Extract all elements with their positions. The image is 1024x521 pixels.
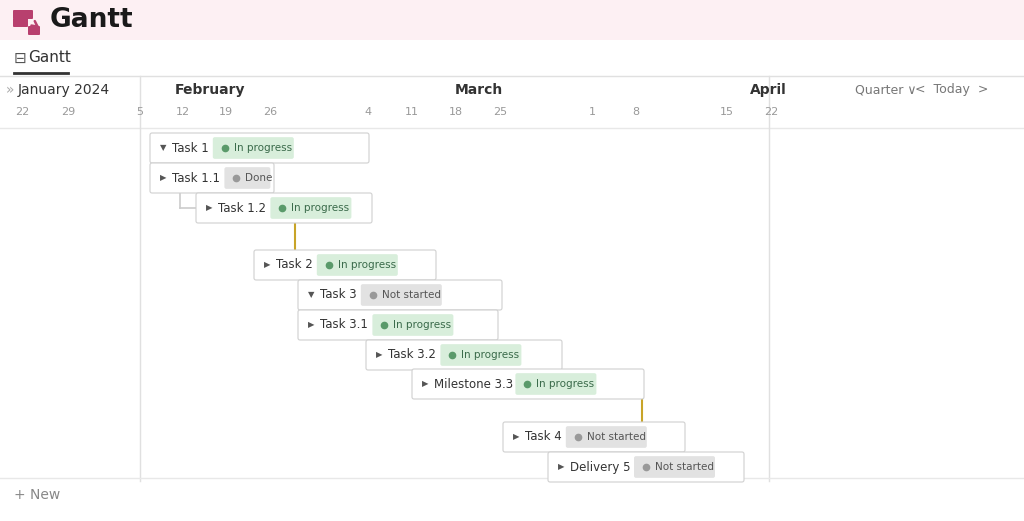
FancyBboxPatch shape xyxy=(150,133,369,163)
FancyBboxPatch shape xyxy=(360,284,441,306)
Bar xyxy=(0,0,1024,40)
FancyBboxPatch shape xyxy=(412,369,644,399)
Text: ▶: ▶ xyxy=(160,173,167,182)
FancyBboxPatch shape xyxy=(13,10,33,19)
Text: ⊟: ⊟ xyxy=(14,51,27,66)
Text: 22: 22 xyxy=(15,107,29,117)
Text: 12: 12 xyxy=(176,107,190,117)
Text: ▶: ▶ xyxy=(422,379,428,389)
Text: 22: 22 xyxy=(764,107,778,117)
Text: Task 3.1: Task 3.1 xyxy=(319,318,368,331)
Text: In progress: In progress xyxy=(292,203,349,213)
FancyBboxPatch shape xyxy=(224,167,270,189)
Text: 8: 8 xyxy=(633,107,640,117)
Text: ▼: ▼ xyxy=(160,143,167,153)
Text: Done: Done xyxy=(246,173,272,183)
Text: Not started: Not started xyxy=(382,290,440,300)
Text: In progress: In progress xyxy=(537,379,595,389)
Text: 11: 11 xyxy=(406,107,419,117)
Text: In progress: In progress xyxy=(233,143,292,153)
Text: January 2024: January 2024 xyxy=(18,83,111,97)
Text: 18: 18 xyxy=(449,107,463,117)
Text: ▶: ▶ xyxy=(558,463,564,472)
Text: ▶: ▶ xyxy=(264,260,270,269)
Text: Task 3: Task 3 xyxy=(319,289,356,302)
Text: ▶: ▶ xyxy=(308,320,314,329)
Text: Gantt: Gantt xyxy=(50,7,133,33)
FancyBboxPatch shape xyxy=(13,18,28,27)
Text: In progress: In progress xyxy=(338,260,396,270)
FancyBboxPatch shape xyxy=(634,456,715,478)
Text: Task 3.2: Task 3.2 xyxy=(388,349,436,362)
Text: Task 4: Task 4 xyxy=(525,430,562,443)
FancyBboxPatch shape xyxy=(270,197,351,219)
Text: 5: 5 xyxy=(136,107,143,117)
FancyBboxPatch shape xyxy=(316,254,397,276)
Text: ▶: ▶ xyxy=(376,351,383,359)
FancyBboxPatch shape xyxy=(440,344,521,366)
Text: 25: 25 xyxy=(493,107,507,117)
FancyBboxPatch shape xyxy=(515,373,596,395)
Text: March: March xyxy=(455,83,503,97)
Text: 29: 29 xyxy=(60,107,75,117)
Text: Task 2: Task 2 xyxy=(276,258,312,271)
Text: 1: 1 xyxy=(589,107,596,117)
Text: ▶: ▶ xyxy=(513,432,519,441)
Text: Task 1: Task 1 xyxy=(172,142,209,155)
Text: 4: 4 xyxy=(365,107,372,117)
Text: February: February xyxy=(175,83,246,97)
Text: 26: 26 xyxy=(263,107,278,117)
Text: In progress: In progress xyxy=(393,320,452,330)
Text: Task 1.2: Task 1.2 xyxy=(218,202,266,215)
Text: 19: 19 xyxy=(219,107,233,117)
Text: Quarter ∨: Quarter ∨ xyxy=(855,83,916,96)
FancyBboxPatch shape xyxy=(150,163,274,193)
FancyBboxPatch shape xyxy=(213,137,294,159)
Text: 15: 15 xyxy=(720,107,734,117)
FancyBboxPatch shape xyxy=(373,314,454,336)
FancyBboxPatch shape xyxy=(566,426,647,448)
FancyBboxPatch shape xyxy=(503,422,685,452)
FancyBboxPatch shape xyxy=(196,193,372,223)
Text: Gantt: Gantt xyxy=(28,51,71,66)
Text: <  Today  >: < Today > xyxy=(915,83,988,96)
Text: ▶: ▶ xyxy=(206,204,213,213)
Text: Task 1.1: Task 1.1 xyxy=(172,171,220,184)
Text: + New: + New xyxy=(14,488,60,502)
Text: Not started: Not started xyxy=(587,432,646,442)
Text: April: April xyxy=(750,83,786,97)
FancyBboxPatch shape xyxy=(548,452,744,482)
FancyBboxPatch shape xyxy=(28,26,40,35)
Text: In progress: In progress xyxy=(462,350,519,360)
Text: Not started: Not started xyxy=(655,462,714,472)
FancyBboxPatch shape xyxy=(254,250,436,280)
Text: ▼: ▼ xyxy=(308,291,314,300)
FancyBboxPatch shape xyxy=(298,280,502,310)
FancyBboxPatch shape xyxy=(366,340,562,370)
FancyBboxPatch shape xyxy=(298,310,498,340)
Text: Delivery 5: Delivery 5 xyxy=(570,461,631,474)
Text: »: » xyxy=(6,83,14,97)
Text: Milestone 3.3: Milestone 3.3 xyxy=(434,378,513,391)
